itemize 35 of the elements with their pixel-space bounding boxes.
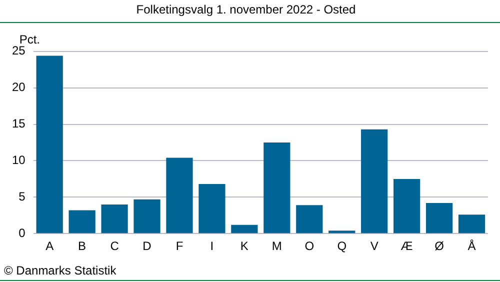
x-tick-label: D <box>142 239 152 254</box>
bar <box>264 142 290 234</box>
x-tick-label: Ø <box>434 239 444 254</box>
x-tick-label: B <box>78 239 86 254</box>
x-tick-label: I <box>210 239 214 254</box>
text: © Danmarks Statistik <box>4 263 118 278</box>
y-tick-label: 10 <box>12 153 26 168</box>
bar <box>166 158 193 234</box>
bar <box>394 178 420 234</box>
bar <box>458 214 486 234</box>
bar <box>134 199 160 234</box>
y-tick-label: 0 <box>18 226 26 240</box>
bar <box>296 205 323 234</box>
x-tick-label: A <box>46 239 54 254</box>
x-tick-label: V <box>370 239 378 254</box>
bar <box>198 184 226 234</box>
x-tick-label: M <box>272 239 282 254</box>
y-tick-label: 15 <box>12 116 26 131</box>
bar <box>328 230 356 234</box>
x-tick-label: K <box>240 239 248 254</box>
x-tick-label: Æ <box>400 239 413 254</box>
bar <box>68 210 96 234</box>
bar <box>101 204 128 234</box>
bar <box>36 56 63 234</box>
bar <box>361 129 388 234</box>
x-tick-label: O <box>304 239 314 254</box>
x-tick-label: C <box>110 239 120 254</box>
x-tick-label: Q <box>337 239 347 254</box>
bar <box>231 224 258 234</box>
x-tick-label: F <box>176 239 184 254</box>
chart-title: Folketingsvalg 1. november 2022 - Osted <box>136 2 356 17</box>
x-tick-label: Å <box>468 239 476 254</box>
bar <box>426 202 453 234</box>
y-tick-label: 5 <box>18 189 26 204</box>
y-tick-label: 20 <box>12 80 26 94</box>
